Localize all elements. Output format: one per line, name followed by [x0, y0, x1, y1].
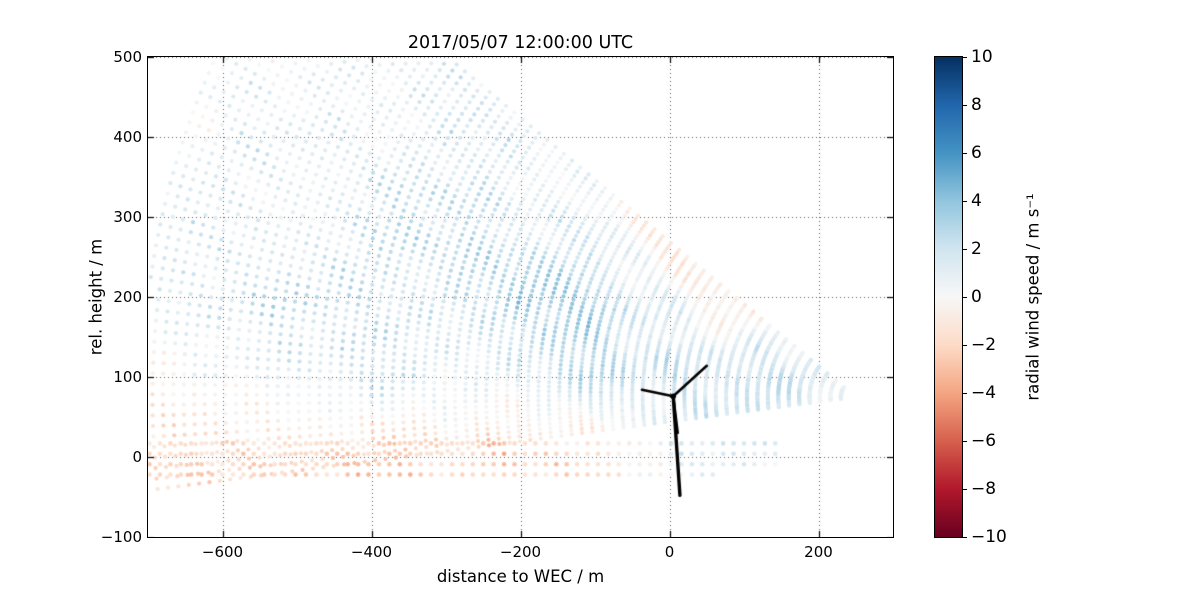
y-tick-label: 500: [113, 48, 142, 66]
scan-canvas: [148, 57, 893, 537]
colorbar-tick-label: 4: [971, 191, 982, 211]
colorbar-tick-label: 6: [971, 143, 982, 163]
y-tick-label: 200: [113, 288, 142, 306]
plot-area: [147, 56, 894, 538]
colorbar-tick-label: −2: [971, 335, 997, 355]
y-tick-label: −100: [100, 528, 142, 546]
colorbar-tick-mark: [962, 489, 967, 490]
x-tick-label: −600: [201, 543, 244, 561]
colorbar-tick-mark: [962, 537, 967, 538]
colorbar-tick-mark: [962, 345, 967, 346]
colorbar-tick-mark: [962, 153, 967, 154]
colorbar-tick-mark: [962, 201, 967, 202]
colorbar-label: radial wind speed / m s⁻¹: [1023, 193, 1043, 401]
colorbar-tick-label: −6: [971, 431, 997, 451]
y-tick-label: 0: [132, 448, 142, 466]
colorbar-tick-label: 2: [971, 239, 982, 259]
colorbar-tick-mark: [962, 105, 967, 106]
colorbar-tick-label: 8: [971, 95, 982, 115]
x-tick-label: 200: [804, 543, 833, 561]
y-tick-label: 400: [113, 128, 142, 146]
colorbar-tick-label: −4: [971, 383, 997, 403]
colorbar-tick-mark: [962, 249, 967, 250]
x-tick-label: −400: [350, 543, 393, 561]
colorbar-tick-mark: [962, 297, 967, 298]
plot-title: 2017/05/07 12:00:00 UTC: [407, 33, 634, 53]
colorbar: [934, 56, 963, 538]
x-axis-label: distance to WEC / m: [436, 567, 605, 586]
colorbar-tick-label: 10: [971, 47, 993, 67]
y-tick-label: 100: [113, 368, 142, 386]
colorbar-tick-label: −8: [971, 479, 997, 499]
x-tick-label: −200: [499, 543, 542, 561]
colorbar-tick-mark: [962, 441, 967, 442]
colorbar-tick-label: −10: [971, 527, 1007, 547]
colorbar-tick-mark: [962, 57, 967, 58]
x-tick-label: 0: [664, 543, 675, 561]
colorbar-tick-mark: [962, 393, 967, 394]
y-tick-label: 300: [113, 208, 142, 226]
colorbar-tick-label: 0: [971, 287, 982, 307]
